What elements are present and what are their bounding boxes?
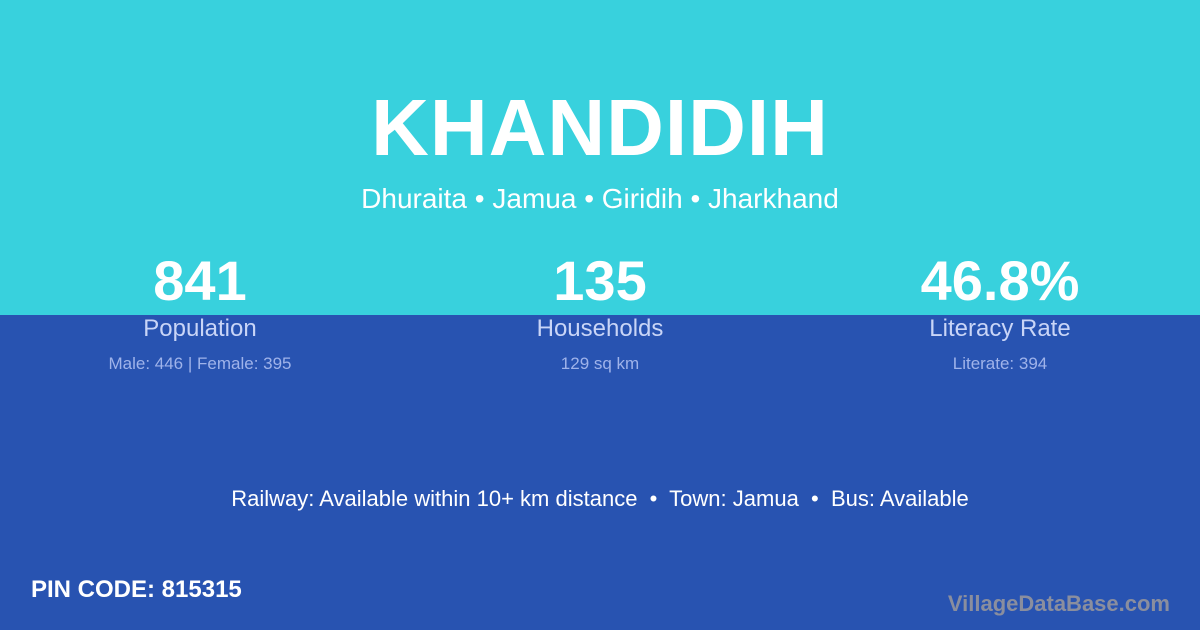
stat-value: 135 (553, 249, 647, 312)
stat-detail: Male: 446 | Female: 395 (108, 354, 292, 373)
pin-code: PIN CODE: 815315 (31, 576, 242, 603)
village-name: KHANDIDIH (371, 83, 829, 172)
stat-label: Households (536, 315, 664, 342)
stat-label: Literacy Rate (929, 315, 1071, 342)
location-breadcrumb: Dhuraita • Jamua • Giridih • Jharkhand (361, 183, 839, 214)
stat-label: Population (143, 315, 257, 342)
header-band (0, 0, 1200, 315)
stat-value: 841 (153, 249, 247, 312)
stat-detail: Literate: 394 (952, 354, 1048, 373)
stat-value: 46.8% (920, 249, 1080, 312)
stat-detail: 129 sq km (560, 354, 640, 373)
amenities-line: Railway: Available within 10+ km distanc… (231, 486, 969, 511)
watermark-logo: VillageDataBase.com (947, 591, 1170, 616)
lower-band (0, 315, 1200, 630)
